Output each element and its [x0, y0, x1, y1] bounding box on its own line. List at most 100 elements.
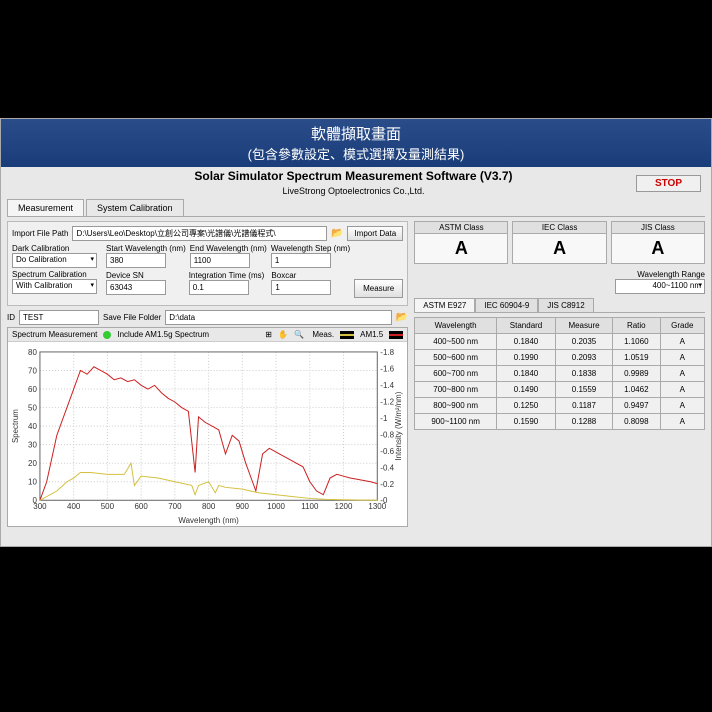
table-cell: 0.1288 — [555, 414, 612, 430]
svg-text:-0: -0 — [380, 496, 388, 505]
chart-body: 3004005006007008009001000110012001300010… — [8, 346, 407, 526]
include-indicator-icon — [103, 331, 111, 339]
table-cell: 0.1590 — [497, 414, 556, 430]
svg-text:60: 60 — [28, 385, 37, 394]
svg-text:20: 20 — [28, 459, 37, 468]
title-text: Solar Simulator Spectrum Measurement Sof… — [194, 169, 512, 183]
svg-text:Intensity (W/m²/nm): Intensity (W/m²/nm) — [394, 391, 403, 460]
save-folder-icon[interactable]: 📂 — [396, 312, 408, 323]
spec-cal-dropdown[interactable]: With Calibration — [12, 279, 97, 294]
svg-text:-1.4: -1.4 — [380, 381, 394, 390]
th-wavelength: Wavelength — [415, 318, 497, 334]
iec-class-label: IEC Class — [513, 222, 605, 234]
svg-text:1000: 1000 — [267, 502, 285, 511]
device-sn-input[interactable] — [106, 280, 166, 295]
tab-iec-60904[interactable]: IEC 60904-9 — [475, 298, 538, 312]
table-cell: 0.1840 — [497, 334, 556, 350]
jis-class-value: A — [612, 234, 704, 263]
tool-icons[interactable]: ⊞ ✋ 🔍 — [265, 330, 306, 339]
int-time-input[interactable] — [189, 280, 249, 295]
svg-text:Wavelength (nm): Wavelength (nm) — [178, 516, 239, 525]
svg-text:900: 900 — [236, 502, 250, 511]
th-measure: Measure — [555, 318, 612, 334]
include-label: Include AM1.5g Spectrum — [117, 330, 209, 339]
svg-text:700: 700 — [168, 502, 182, 511]
save-folder-label: Save File Folder — [103, 313, 161, 322]
th-ratio: Ratio — [613, 318, 661, 334]
measure-button[interactable]: Measure — [354, 279, 403, 298]
spec-cal-label: Spectrum Calibration — [12, 270, 102, 279]
step-wl-input[interactable] — [271, 253, 331, 268]
table-cell: 800~900 nm — [415, 398, 497, 414]
start-wl-label: Start Wavelength (nm) — [106, 244, 186, 253]
wr-label: Wavelength Range — [615, 270, 705, 279]
subtitle-text: LiveStrong Optoelectronics Co.,Ltd. — [282, 186, 424, 196]
chart-area: Spectrum Measurement Include AM1.5g Spec… — [7, 327, 408, 527]
dark-cal-label: Dark Calibration — [12, 244, 102, 253]
svg-text:-1.8: -1.8 — [380, 348, 394, 357]
id-row: ID Save File Folder 📂 — [7, 310, 408, 325]
svg-text:500: 500 — [101, 502, 115, 511]
id-label: ID — [7, 313, 15, 322]
astm-class-label: ASTM Class — [415, 222, 507, 234]
table-cell: 400~500 nm — [415, 334, 497, 350]
svg-text:40: 40 — [28, 422, 37, 431]
table-row: 400~500 nm0.18400.20351.1060A — [415, 334, 705, 350]
svg-text:800: 800 — [202, 502, 216, 511]
svg-text:1200: 1200 — [335, 502, 353, 511]
table-row: 800~900 nm0.12500.11870.9497A — [415, 398, 705, 414]
import-path-input[interactable] — [72, 226, 327, 241]
jis-class-label: JIS Class — [612, 222, 704, 234]
table-cell: 0.2035 — [555, 334, 612, 350]
svg-text:400: 400 — [67, 502, 81, 511]
table-cell: 0.1840 — [497, 366, 556, 382]
table-cell: 0.9497 — [613, 398, 661, 414]
table-cell: 1.0462 — [613, 382, 661, 398]
app-window: 軟體擷取畫面 (包含參數設定、模式選擇及量測結果) Solar Simulato… — [0, 118, 712, 547]
app-title: Solar Simulator Spectrum Measurement Sof… — [71, 169, 636, 197]
table-cell: 0.1250 — [497, 398, 556, 414]
meas-swatch-icon — [340, 331, 354, 339]
svg-text:600: 600 — [134, 502, 148, 511]
wr-dropdown[interactable]: 400~1100 nm — [615, 279, 705, 294]
dark-cal-dropdown[interactable]: Do Calibration — [12, 253, 97, 268]
start-wl-input[interactable] — [106, 253, 166, 268]
tab-measurement[interactable]: Measurement — [7, 199, 84, 216]
stop-button[interactable]: STOP — [636, 175, 701, 192]
table-cell: A — [660, 350, 704, 366]
folder-icon[interactable]: 📂 — [331, 228, 343, 239]
main-area: Import File Path 📂 Import Data Dark Cali… — [1, 217, 711, 531]
table-cell: 1.0519 — [613, 350, 661, 366]
import-data-button[interactable]: Import Data — [347, 226, 403, 241]
spec-tabs: ASTM E927 IEC 60904-9 JIS C8912 — [414, 298, 705, 313]
table-cell: 0.1990 — [497, 350, 556, 366]
table-cell: 1.1060 — [613, 334, 661, 350]
import-group: Import File Path 📂 Import Data Dark Cali… — [7, 221, 408, 306]
device-sn-label: Device SN — [106, 271, 185, 280]
id-input[interactable] — [19, 310, 99, 325]
table-cell: 0.2093 — [555, 350, 612, 366]
tab-astm-e927[interactable]: ASTM E927 — [414, 298, 475, 312]
table-row: 600~700 nm0.18400.18380.9989A — [415, 366, 705, 382]
left-panel: Import File Path 📂 Import Data Dark Cali… — [7, 221, 408, 527]
boxcar-input[interactable] — [271, 280, 331, 295]
svg-text:70: 70 — [28, 366, 37, 375]
right-panel: ASTM Class A IEC Class A JIS Class A Wav… — [414, 221, 705, 527]
table-row: 900~1100 nm0.15900.12880.8098A — [415, 414, 705, 430]
table-cell: 900~1100 nm — [415, 414, 497, 430]
tab-jis-c8912[interactable]: JIS C8912 — [538, 298, 593, 312]
svg-text:-0.2: -0.2 — [380, 480, 394, 489]
svg-text:30: 30 — [28, 441, 37, 450]
svg-text:-0.6: -0.6 — [380, 447, 394, 456]
end-wl-label: End Wavelength (nm) — [190, 244, 267, 253]
tab-system-calibration[interactable]: System Calibration — [86, 199, 184, 216]
save-folder-input[interactable] — [165, 310, 392, 325]
end-wl-input[interactable] — [190, 253, 250, 268]
svg-text:-1.6: -1.6 — [380, 364, 394, 373]
table-row: 700~800 nm0.14900.15591.0462A — [415, 382, 705, 398]
svg-text:-0.8: -0.8 — [380, 430, 394, 439]
table-cell: A — [660, 334, 704, 350]
table-cell: 0.9989 — [613, 366, 661, 382]
data-table: Wavelength Standard Measure Ratio Grade … — [414, 317, 705, 430]
svg-text:0: 0 — [33, 496, 38, 505]
